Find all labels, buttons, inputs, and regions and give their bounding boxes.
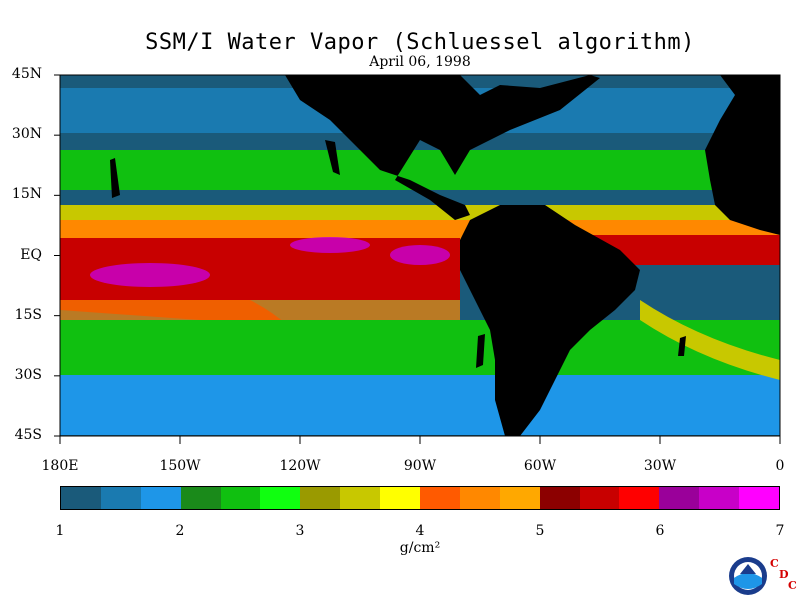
baja-california bbox=[325, 140, 340, 175]
vapor-max-3 bbox=[390, 245, 450, 265]
hawaii-island bbox=[110, 158, 120, 198]
lon-ticks bbox=[59, 436, 781, 444]
colorbar-swatch bbox=[380, 487, 421, 509]
south-america-land bbox=[460, 205, 640, 436]
galapagos-island bbox=[476, 334, 485, 368]
colorbar-swatch bbox=[220, 487, 261, 509]
lon-label: 60W bbox=[523, 458, 557, 474]
colorbar-swatch bbox=[61, 487, 101, 509]
map-date: April 06, 1998 bbox=[369, 54, 471, 70]
colorbar-tick-label: 3 bbox=[295, 523, 305, 539]
north-america-land bbox=[285, 75, 600, 220]
colorbar-tick-label: 1 bbox=[55, 523, 65, 539]
colorbar-swatch bbox=[140, 487, 181, 509]
colorbar-tick-label: 6 bbox=[655, 523, 665, 539]
colorbar-swatch bbox=[100, 487, 141, 509]
lat-label: 30S bbox=[14, 366, 42, 383]
colorbar-units: g/cm² bbox=[399, 540, 441, 556]
colorbar-swatch bbox=[659, 487, 700, 509]
colorbar-swatch bbox=[539, 487, 580, 509]
band-south-blue bbox=[60, 375, 780, 435]
vapor-max-2 bbox=[290, 237, 370, 253]
band-atlantic-yellow bbox=[640, 300, 780, 380]
lon-label: 120W bbox=[279, 458, 321, 474]
cdc-letter-c1: C bbox=[770, 557, 779, 570]
colorbar-swatch bbox=[340, 487, 381, 509]
colorbar bbox=[60, 486, 780, 510]
band-itcz-yellow bbox=[60, 205, 780, 223]
colorbar-swatch bbox=[300, 487, 341, 509]
lat-ticks bbox=[54, 74, 60, 437]
colorbar-swatch bbox=[420, 487, 460, 509]
lon-label: 150W bbox=[159, 458, 201, 474]
lat-label: 15S bbox=[14, 306, 42, 323]
lon-label: 180E bbox=[41, 458, 79, 474]
colorbar-swatch bbox=[260, 487, 301, 509]
lon-label: 90W bbox=[403, 458, 437, 474]
colorbar-swatch bbox=[739, 487, 780, 509]
lat-label: EQ bbox=[20, 246, 42, 263]
africa-land bbox=[705, 75, 780, 235]
noaa-logo-icon bbox=[729, 557, 767, 595]
colorbar-swatch bbox=[579, 487, 620, 509]
colorbar-tick-label: 5 bbox=[535, 523, 545, 539]
band-north-green bbox=[60, 150, 780, 190]
cdc-letter-d: D bbox=[779, 568, 789, 581]
lat-label: 45S bbox=[14, 427, 42, 443]
colorbar-tick-label: 4 bbox=[415, 523, 425, 539]
south-atlantic-island bbox=[678, 336, 686, 356]
map-title: SSM/I Water Vapor (Schluessel algorithm) bbox=[145, 30, 695, 55]
lat-label: 15N bbox=[11, 186, 42, 203]
vapor-max-1 bbox=[90, 263, 210, 287]
cdc-letter-c2: C bbox=[788, 579, 797, 592]
lat-label: 30N bbox=[11, 126, 42, 143]
colorbar-tick-label: 2 bbox=[175, 523, 185, 539]
colorbar-swatch bbox=[619, 487, 660, 509]
colorbar-swatch bbox=[499, 487, 540, 509]
colorbar-swatch bbox=[180, 487, 221, 509]
band-south-orange bbox=[60, 300, 460, 320]
colorbar-swatch bbox=[699, 487, 740, 509]
lat-label: 45N bbox=[11, 66, 42, 82]
colorbar-tick-label: 7 bbox=[775, 523, 785, 539]
lon-label: 30W bbox=[643, 458, 677, 474]
lon-label: 0 bbox=[775, 458, 785, 474]
colorbar-swatch bbox=[459, 487, 500, 509]
